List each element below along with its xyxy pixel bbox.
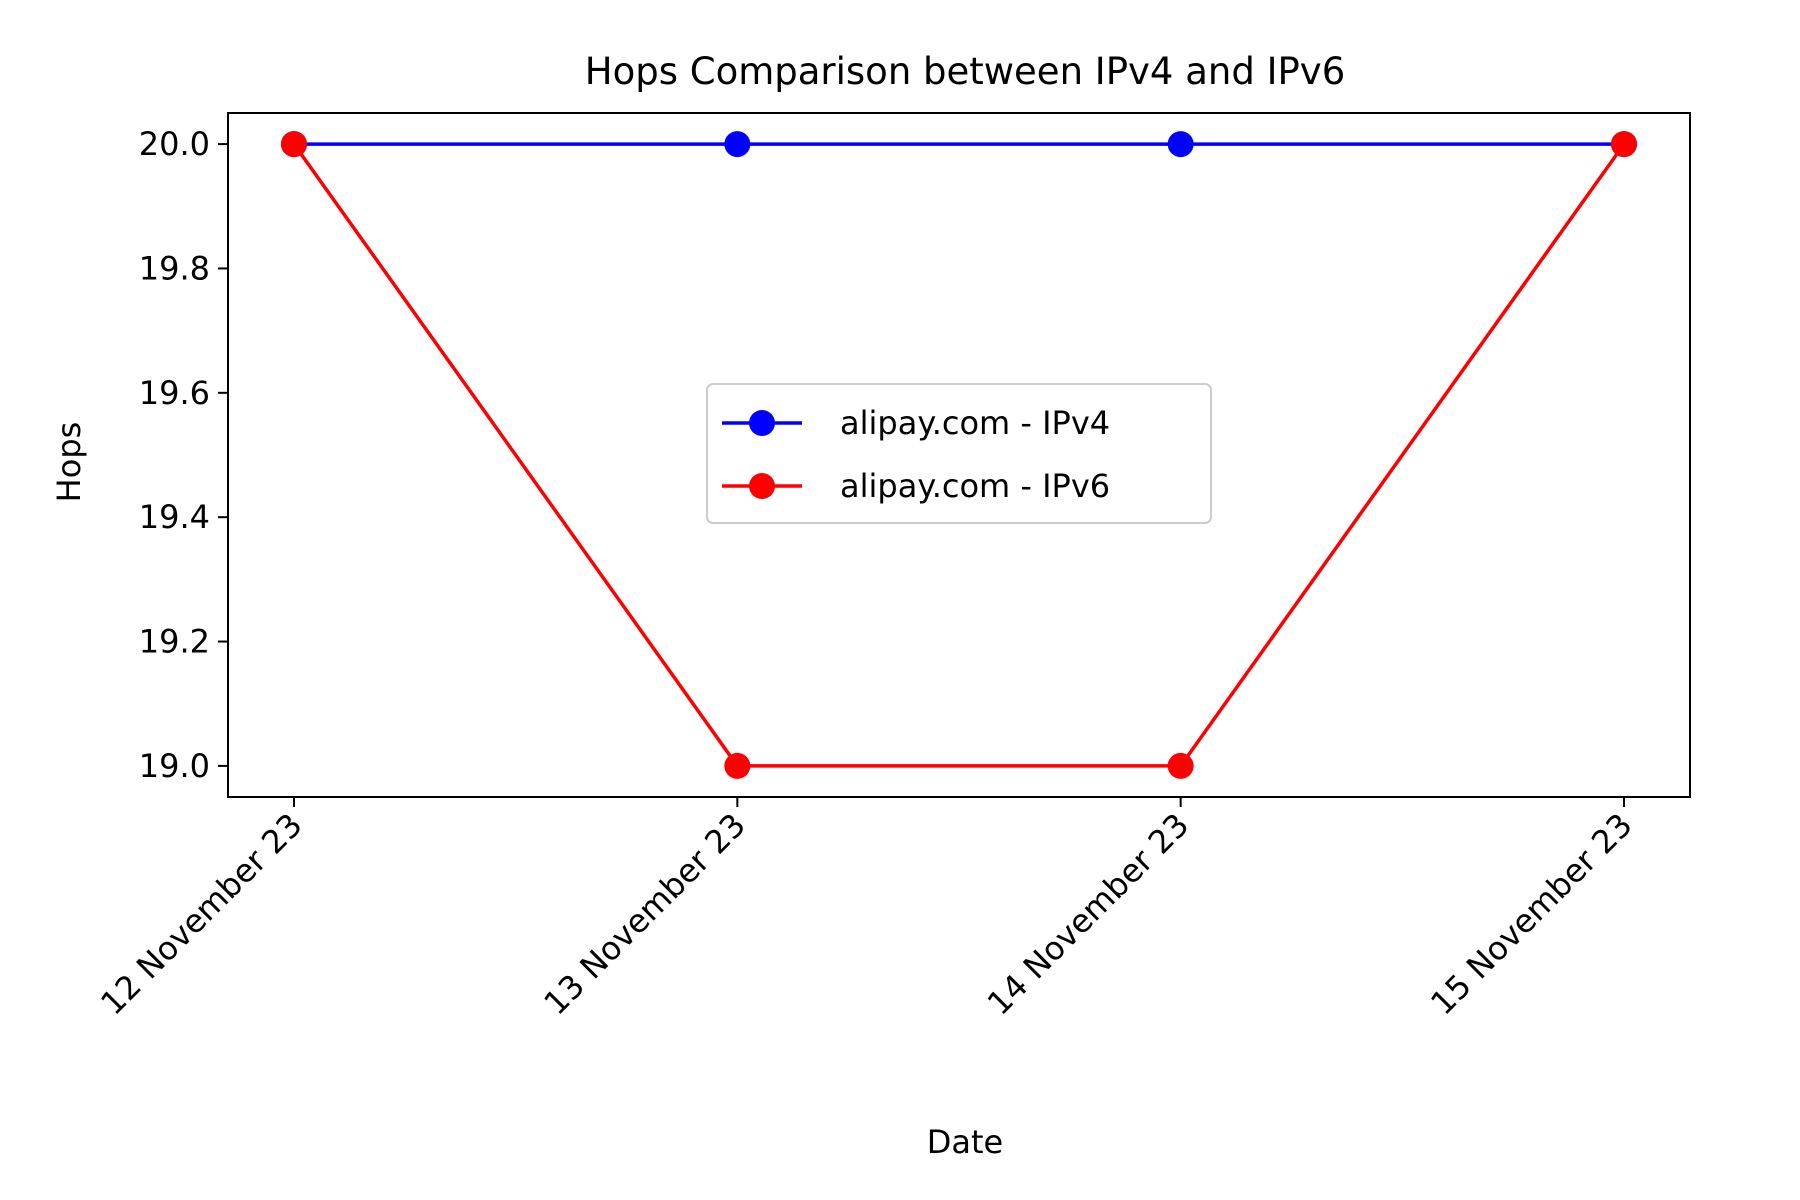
series-line-2 <box>292 143 1626 768</box>
legend-marker-1 <box>749 410 775 436</box>
legend-marker-2 <box>749 473 775 499</box>
legend: alipay.com - IPv4 alipay.com - IPv6 <box>706 383 1212 524</box>
chart-title: Hops Comparison between IPv4 and IPv6 <box>585 50 1346 93</box>
legend-label-2: alipay.com - IPv6 <box>840 467 1110 505</box>
series-1-point <box>1167 131 1194 158</box>
y-axis-label: Hops <box>50 422 88 503</box>
y-tick-label: 19.0 <box>139 747 210 785</box>
series-2-point <box>281 131 307 158</box>
x-axis-label: Date <box>927 1123 1003 1161</box>
y-tick-label: 19.4 <box>139 498 210 536</box>
series-2-point <box>1167 752 1194 779</box>
legend-box <box>706 383 1212 524</box>
axes-frame <box>227 112 1691 798</box>
legend-label-1: alipay.com - IPv4 <box>840 404 1110 442</box>
series-1-point <box>724 131 751 158</box>
series-2-point <box>1611 131 1637 158</box>
y-tick-label: 19.2 <box>139 623 210 661</box>
y-tick-label: 20.0 <box>139 125 210 163</box>
y-tick-label: 19.8 <box>139 249 210 287</box>
series-2-point <box>724 752 751 779</box>
y-tick-label: 19.6 <box>139 374 210 412</box>
